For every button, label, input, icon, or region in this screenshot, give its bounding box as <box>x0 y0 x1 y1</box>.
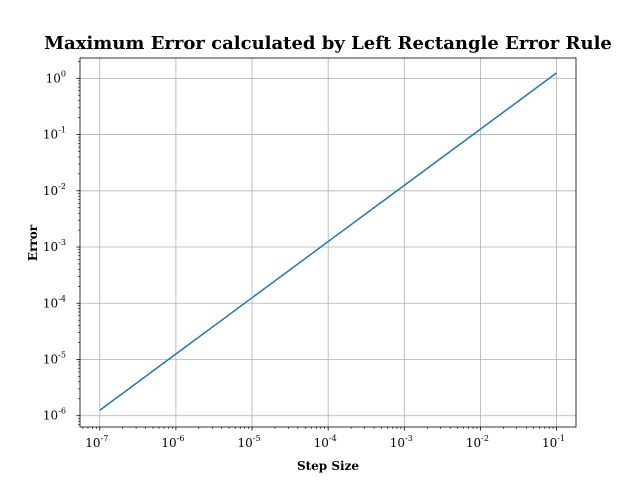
y-tick-label-exponent: 0 <box>61 69 66 78</box>
x-tick-label-base: 10 <box>314 436 329 450</box>
x-tick-label: 10-3 <box>390 434 413 450</box>
series-line <box>99 72 558 411</box>
x-tick-label-exponent: -4 <box>329 434 337 443</box>
x-axis-ticks: 10-7 10-6 10-5 10-4 10-3 10-2 10-1 <box>85 427 565 450</box>
x-tick-label-exponent: -3 <box>405 434 413 443</box>
x-axis-label: Step Size <box>297 459 359 473</box>
x-tick-label-exponent: -6 <box>177 434 185 443</box>
x-tick-label-exponent: -2 <box>481 434 489 443</box>
y-tick-label-exponent: -3 <box>58 238 66 247</box>
x-tick-label: 10-5 <box>237 434 260 450</box>
y-tick-label-base: 10 <box>43 128 58 142</box>
y-tick-label: 10-5 <box>43 350 66 366</box>
x-tick-label: 10-4 <box>314 434 337 450</box>
y-axis-label: Error <box>26 224 40 261</box>
grid <box>80 58 576 427</box>
y-tick-label-exponent: -2 <box>58 182 66 191</box>
x-tick-label-exponent: -5 <box>253 434 261 443</box>
x-tick-label-base: 10 <box>542 436 557 450</box>
y-tick-label: 100 <box>46 69 66 85</box>
series-layer <box>99 72 558 411</box>
x-tick-label-base: 10 <box>85 436 100 450</box>
y-tick-label-base: 10 <box>46 71 61 85</box>
y-tick-label-exponent: -6 <box>58 407 66 416</box>
x-tick-label-exponent: -1 <box>557 434 565 443</box>
chart-title: Maximum Error calculated by Left Rectang… <box>44 33 612 54</box>
y-tick-label-base: 10 <box>43 409 58 423</box>
y-tick-label: 10-6 <box>43 407 66 423</box>
y-tick-label: 10-2 <box>43 182 66 198</box>
y-tick-label: 10-3 <box>43 238 66 254</box>
y-tick-label: 10-1 <box>43 126 66 142</box>
x-tick-label: 10-7 <box>85 434 108 450</box>
y-tick-label-exponent: -4 <box>58 294 66 303</box>
x-tick-label-base: 10 <box>161 436 176 450</box>
y-tick-label-exponent: -5 <box>58 350 66 359</box>
y-tick-label-base: 10 <box>43 352 58 366</box>
y-tick-label: 10-4 <box>43 294 66 310</box>
x-tick-label-exponent: -7 <box>101 434 109 443</box>
x-tick-label-base: 10 <box>466 436 481 450</box>
y-tick-label-base: 10 <box>43 240 58 254</box>
x-tick-label: 10-2 <box>466 434 489 450</box>
x-tick-label: 10-1 <box>542 434 565 450</box>
y-tick-label-base: 10 <box>43 184 58 198</box>
y-tick-label-base: 10 <box>43 296 58 310</box>
x-tick-label-base: 10 <box>390 436 405 450</box>
x-tick-label: 10-6 <box>161 434 184 450</box>
x-tick-label-base: 10 <box>237 436 252 450</box>
y-tick-label-exponent: -1 <box>58 126 66 135</box>
